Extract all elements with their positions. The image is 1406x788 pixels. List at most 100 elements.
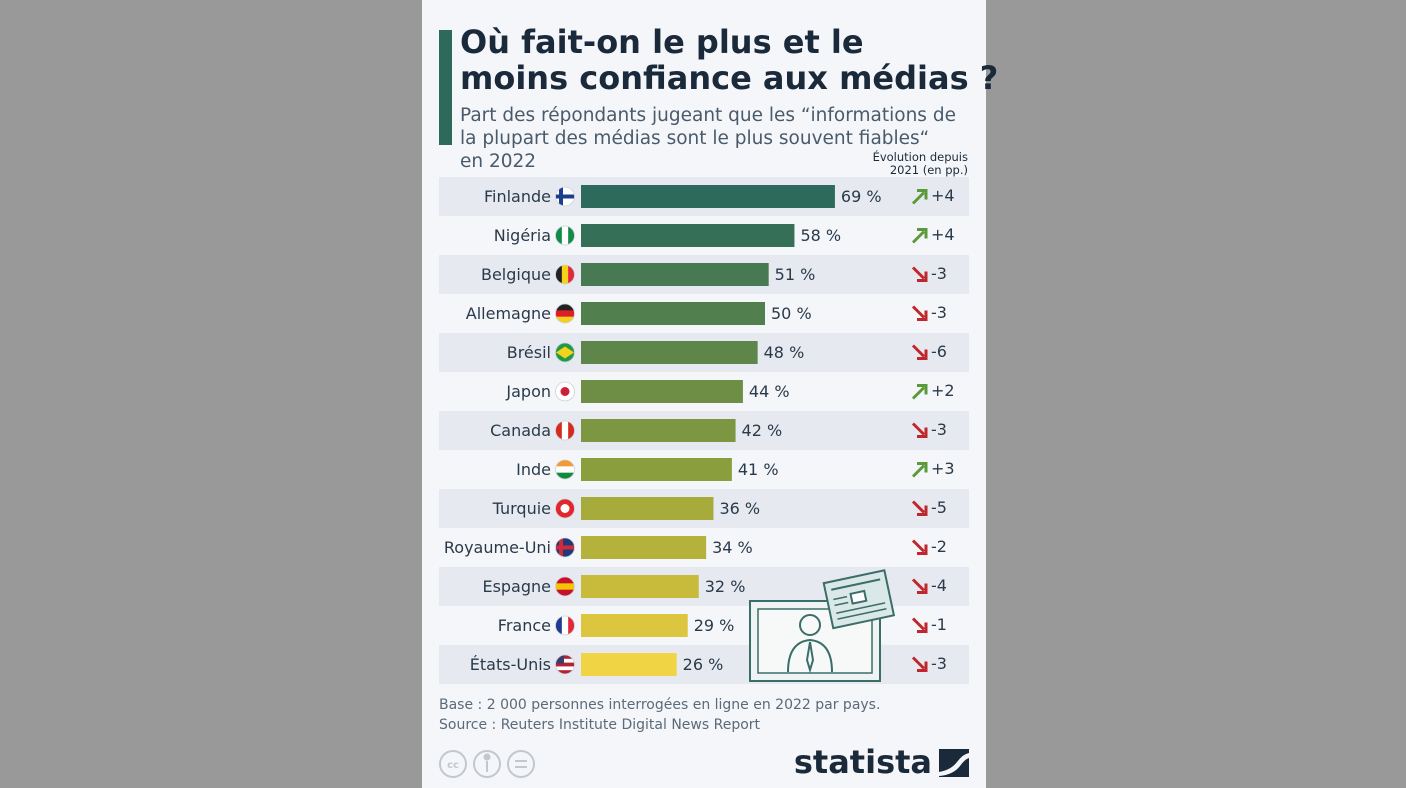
flag-part <box>555 194 575 199</box>
flag-ring <box>555 654 575 675</box>
flag-part <box>555 655 575 660</box>
flag <box>555 616 575 635</box>
category-label: Turquie <box>492 499 551 518</box>
category-label: États-Unis <box>470 655 551 674</box>
flag <box>555 577 575 596</box>
flag-part <box>555 226 563 245</box>
category-label: Belgique <box>481 265 551 284</box>
flag <box>555 343 575 362</box>
flag-part <box>555 589 575 596</box>
change-label: -3 <box>931 303 947 322</box>
value-label: 36 % <box>719 499 760 518</box>
bar <box>581 497 714 520</box>
bar <box>581 224 795 247</box>
flag-ring <box>555 186 575 207</box>
flag-ring <box>555 537 575 558</box>
flag-part <box>561 616 569 635</box>
bar <box>581 380 743 403</box>
value-label: 41 % <box>738 460 779 479</box>
category-label: Allemagne <box>466 304 551 323</box>
flag-part <box>568 226 575 245</box>
change-arrow <box>911 305 928 321</box>
flag-part <box>561 421 569 440</box>
chart-subtitle: Part des répondants jugeant que les “inf… <box>460 105 956 172</box>
flag-part <box>555 310 575 317</box>
illustration <box>749 569 896 682</box>
value-label: 29 % <box>694 616 735 635</box>
flag-part <box>568 616 575 635</box>
change-arrow <box>911 656 928 672</box>
flag-part <box>555 472 575 479</box>
value-label: 44 % <box>749 382 790 401</box>
flag <box>555 187 575 206</box>
flag <box>555 304 575 323</box>
flag-ring <box>555 381 575 402</box>
category-label: Royaume-Uni <box>444 538 551 557</box>
value-label: 48 % <box>764 343 805 362</box>
bar <box>581 614 688 637</box>
change-label: -2 <box>931 537 947 556</box>
flag-part <box>556 346 574 359</box>
category-label: Brésil <box>507 343 551 362</box>
flag-ring <box>555 459 575 480</box>
change-label: -5 <box>931 498 947 517</box>
svg-text:cc: cc <box>447 760 459 771</box>
note: Base : 2 000 personnes interrogées en li… <box>439 697 880 713</box>
change-label: +4 <box>931 186 955 205</box>
flag-part <box>555 304 575 311</box>
change-label: -6 <box>931 342 947 361</box>
change-arrow <box>911 228 928 244</box>
change-arrow <box>911 422 928 438</box>
change-arrow <box>911 500 928 516</box>
flag-part <box>568 421 575 440</box>
change-arrow <box>911 539 928 555</box>
flag <box>555 655 575 674</box>
category-label: Canada <box>490 421 551 440</box>
change-arrow <box>911 462 928 478</box>
change-header: Évolution depuis 2021 (en pp.) <box>873 149 968 177</box>
flag-part <box>560 387 570 396</box>
change-arrow <box>911 189 928 205</box>
title-accent <box>439 30 452 145</box>
flag-part <box>555 466 575 473</box>
flag-part <box>555 655 564 664</box>
flag-ring <box>555 576 575 597</box>
category-label: Nigéria <box>494 226 551 245</box>
change-label: +3 <box>931 459 955 478</box>
change-arrow <box>911 384 928 400</box>
flag-part <box>561 226 569 245</box>
bar <box>581 458 732 481</box>
flag-part <box>555 421 563 440</box>
flag-part <box>555 545 575 550</box>
change-arrow <box>911 617 928 633</box>
flag-ring <box>555 615 575 636</box>
value-label: 58 % <box>800 226 841 245</box>
category-label: France <box>498 616 551 635</box>
change-label: +2 <box>931 381 955 400</box>
flag <box>555 460 575 479</box>
flag-part <box>555 616 563 635</box>
flag <box>555 265 575 284</box>
flag-part <box>555 666 575 671</box>
category-label: Japon <box>505 382 551 401</box>
bar <box>581 341 758 364</box>
flag-part <box>561 265 569 284</box>
bar <box>581 185 835 208</box>
flag <box>555 421 575 440</box>
bar <box>581 263 769 286</box>
note: Source : Reuters Institute Digital News … <box>439 717 761 733</box>
category-label: Inde <box>516 460 551 479</box>
value-label: 69 % <box>841 187 882 206</box>
flag <box>555 538 575 557</box>
chart-title: Où fait-on le plus et le moins confiance … <box>460 23 998 97</box>
value-label: 34 % <box>712 538 753 557</box>
change-arrow <box>911 344 928 360</box>
category-label: Finlande <box>484 187 551 206</box>
flag-part <box>555 662 575 667</box>
flag-part <box>555 583 575 590</box>
brand-logo: statista <box>794 743 932 781</box>
bar <box>581 536 707 559</box>
flag-part <box>555 577 575 584</box>
flag <box>555 382 575 401</box>
